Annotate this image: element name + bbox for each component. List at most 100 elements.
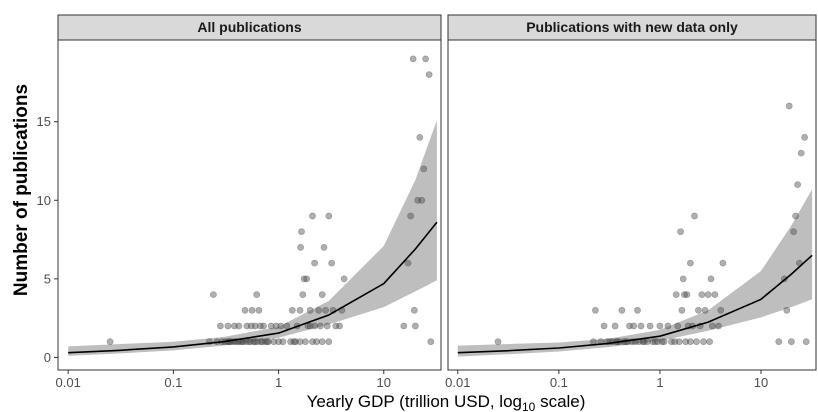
- data-point: [316, 322, 324, 330]
- data-point: [328, 259, 336, 267]
- data-point: [775, 338, 783, 346]
- data-point: [678, 306, 686, 314]
- data-point: [257, 338, 265, 346]
- data-point: [251, 322, 259, 330]
- data-point: [693, 338, 700, 346]
- panel-title: Publications with new data only: [526, 19, 738, 35]
- data-point: [275, 338, 282, 346]
- data-point: [279, 338, 287, 346]
- data-point: [700, 338, 707, 346]
- data-point: [707, 275, 715, 283]
- x-tick-label: 0.1: [164, 375, 182, 390]
- data-point: [235, 322, 243, 330]
- data-point: [336, 322, 343, 330]
- data-point: [427, 338, 435, 346]
- plot-area: [58, 40, 441, 370]
- panel-strip: [57, 14, 442, 41]
- fit-line: [68, 221, 438, 354]
- data-point: [303, 275, 311, 283]
- data-point: [792, 212, 799, 220]
- data-point: [668, 338, 675, 346]
- data-point: [253, 291, 261, 298]
- data-point: [618, 306, 626, 314]
- data-point: [288, 306, 296, 314]
- y-tick-label: 15: [37, 114, 51, 129]
- y-tick-label: 0: [44, 350, 51, 365]
- x-tick-label: 1: [275, 375, 282, 390]
- data-point: [788, 338, 795, 346]
- data-point: [630, 322, 638, 330]
- data-point: [715, 322, 722, 330]
- data-point: [250, 338, 258, 346]
- data-point: [320, 243, 328, 251]
- data-point: [270, 338, 278, 346]
- data-point: [794, 181, 801, 188]
- data-point: [646, 322, 654, 330]
- data-point: [410, 306, 418, 314]
- data-point: [106, 338, 114, 346]
- data-point: [660, 338, 668, 346]
- data-point: [318, 338, 326, 346]
- data-point: [301, 338, 309, 346]
- data-point: [323, 322, 331, 330]
- panel-strip: [447, 14, 817, 41]
- data-point: [287, 338, 294, 346]
- data-point: [634, 306, 641, 314]
- data-point: [785, 102, 793, 110]
- panel-1: All publications 0.01 0.1 1 10 0 5 10 15: [37, 14, 442, 390]
- x-tick-label: 0.01: [445, 375, 470, 390]
- data-point: [299, 291, 307, 298]
- data-point: [494, 338, 502, 346]
- data-point: [260, 322, 267, 330]
- data-point: [245, 338, 253, 346]
- data-point: [671, 338, 679, 346]
- data-point: [422, 55, 429, 63]
- data-point: [340, 275, 348, 283]
- data-point: [687, 338, 694, 346]
- data-point: [416, 133, 424, 141]
- x-tick-label: 0.01: [56, 375, 81, 390]
- data-point: [674, 322, 682, 330]
- data-point: [801, 133, 808, 141]
- data-point: [224, 322, 232, 330]
- x-tick-label: 10: [754, 375, 768, 390]
- data-point: [297, 243, 304, 251]
- data-point: [651, 338, 659, 346]
- data-point: [246, 338, 254, 346]
- x-axis-title-suffix: scale): [535, 392, 585, 411]
- data-point: [400, 322, 408, 330]
- data-point: [717, 306, 725, 314]
- data-point: [418, 196, 426, 204]
- data-point: [600, 322, 608, 330]
- data-point: [708, 322, 716, 330]
- data-point: [292, 338, 299, 346]
- y-tick-label: 5: [44, 271, 51, 286]
- data-point: [325, 338, 333, 346]
- data-point: [300, 275, 308, 283]
- data-point: [420, 165, 428, 173]
- panel-title: All publications: [197, 19, 301, 35]
- data-point: [255, 306, 263, 314]
- data-point: [272, 322, 280, 330]
- data-point: [256, 322, 264, 330]
- data-point: [264, 338, 272, 346]
- data-point: [254, 338, 261, 346]
- x-tick-label: 1: [656, 375, 663, 390]
- data-point: [649, 338, 657, 346]
- data-point: [277, 322, 285, 330]
- data-point: [797, 149, 805, 157]
- data-point: [637, 322, 645, 330]
- data-point: [309, 212, 316, 220]
- data-point: [325, 212, 333, 220]
- plot-area: [448, 40, 816, 370]
- data-point: [611, 322, 619, 330]
- data-point: [672, 291, 680, 298]
- data-point: [687, 259, 694, 267]
- data-point: [311, 322, 318, 330]
- data-point: [683, 291, 691, 298]
- data-point: [230, 322, 238, 330]
- data-point: [711, 291, 719, 298]
- panels-layer: All publications 0.01 0.1 1 10 0 5 10 15 Publicat…: [37, 14, 817, 390]
- x-tick-label: 0.1: [550, 375, 568, 390]
- data-point: [656, 322, 664, 330]
